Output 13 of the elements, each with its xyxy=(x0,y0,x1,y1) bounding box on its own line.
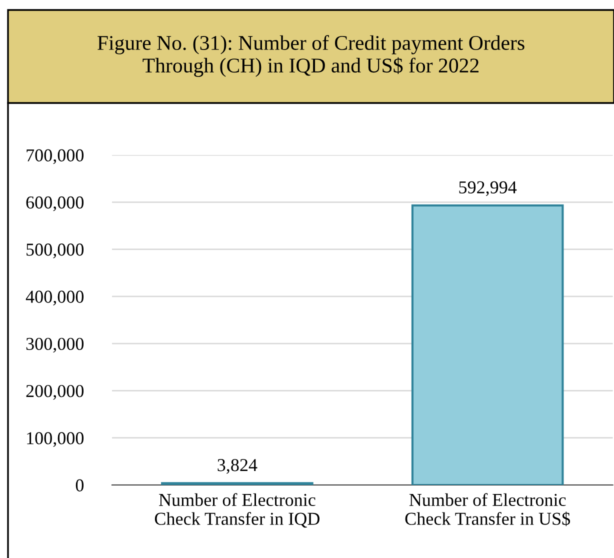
y-tick-label: 300,000 xyxy=(26,338,84,353)
y-tick-label: 600,000 xyxy=(26,196,84,212)
data-label: 3,824 xyxy=(218,459,258,474)
x-tick-label: Number of Electronic Check Transfer in US$ xyxy=(405,493,570,526)
y-tick-label: 0 xyxy=(76,479,84,492)
y-tick-label: 200,000 xyxy=(26,384,84,400)
x-tick-label: Number of Electronic Check Transfer in IQD xyxy=(154,493,320,528)
y-tick-label: 500,000 xyxy=(26,244,84,258)
chart-title: Figure No. (31): Number of Credit payment Orders Through (CH) in IQD and US$ for 2022 xyxy=(98,35,524,77)
y-tick-label: 700,000 xyxy=(26,149,84,164)
data-label: 592,994 xyxy=(459,181,517,196)
y-tick-label: 400,000 xyxy=(26,290,84,306)
y-tick-label: 100,000 xyxy=(27,432,84,447)
